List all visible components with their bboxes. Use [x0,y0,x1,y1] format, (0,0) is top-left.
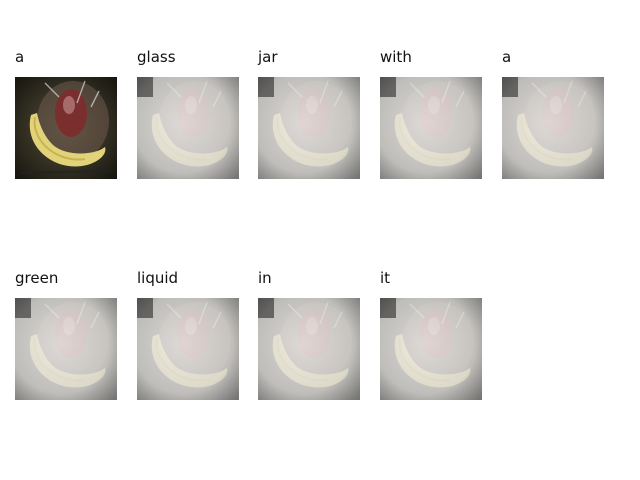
attention-thumbnail [258,298,360,400]
attention-thumbnail [380,298,482,400]
attention-thumbnail [15,298,117,400]
photo-thumbnail [15,77,117,179]
caption-word: green [15,269,58,287]
attention-thumbnail [380,77,482,179]
attention-thumbnail [258,77,360,179]
caption-word: a [502,48,511,66]
attention-heatmap [258,298,360,400]
caption-word: a [15,48,24,66]
caption-word: in [258,269,272,287]
attention-heatmap [380,298,482,400]
attention-heatmap [502,77,604,179]
attention-thumbnail [137,77,239,179]
attention-heatmap [380,77,482,179]
caption-word: it [380,269,390,287]
photo [15,77,117,179]
attention-thumbnail [502,77,604,179]
caption-word: jar [258,48,278,66]
attention-heatmap [137,77,239,179]
caption-word: glass [137,48,176,66]
attention-thumbnail [137,298,239,400]
attention-heatmap [15,298,117,400]
caption-word: liquid [137,269,178,287]
attention-heatmap [258,77,360,179]
caption-word: with [380,48,412,66]
attention-heatmap [137,298,239,400]
